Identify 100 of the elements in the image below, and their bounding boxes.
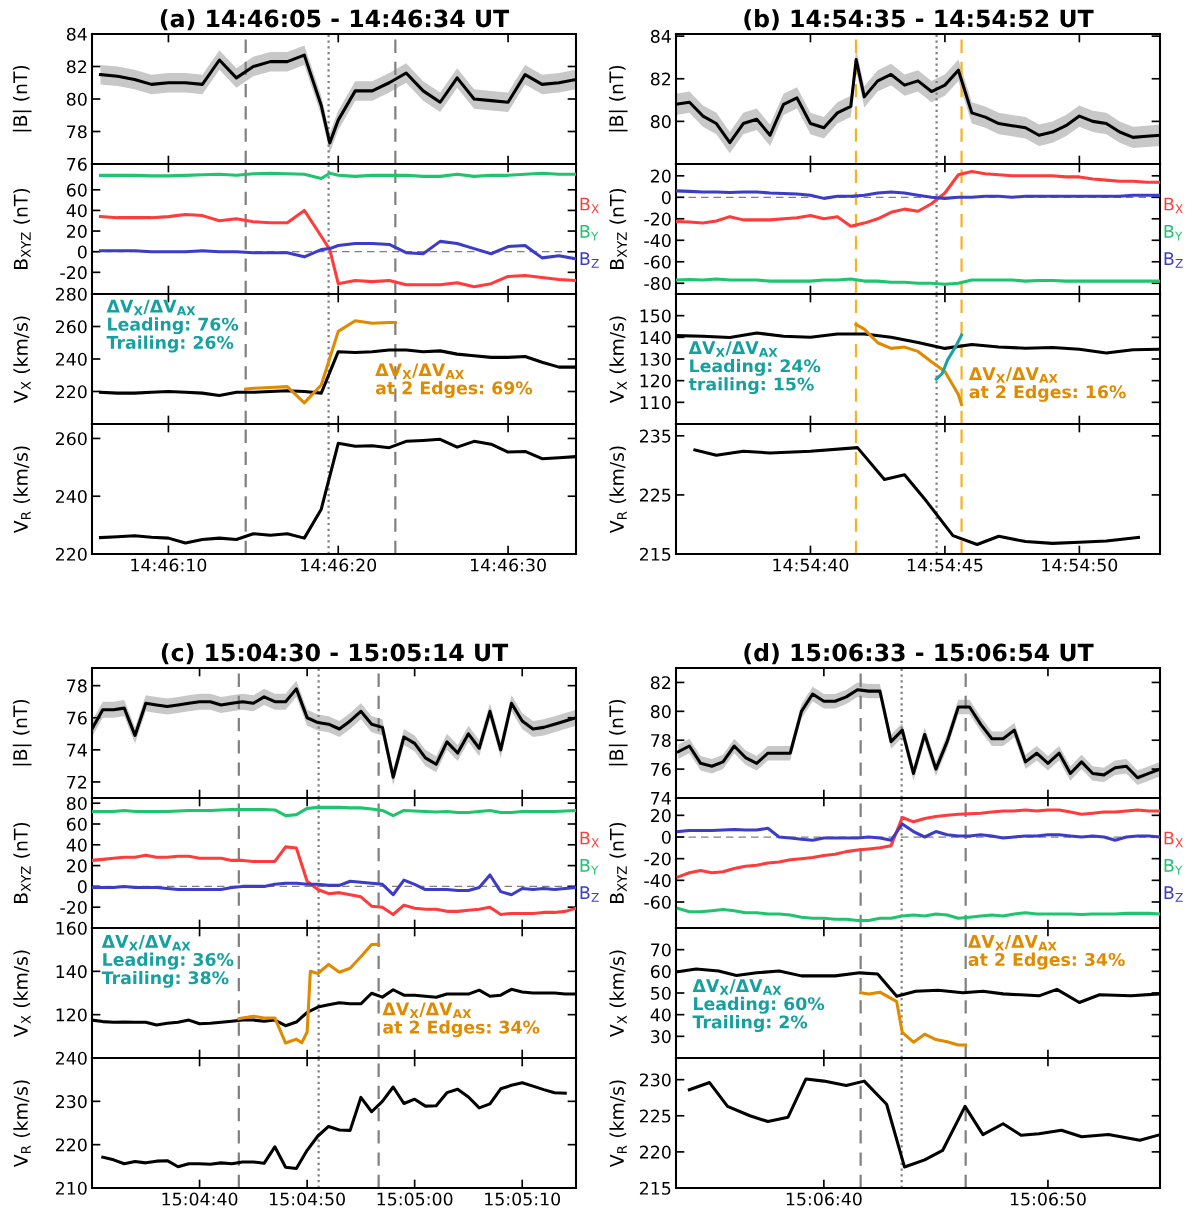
x-tick-label: 14:54:45 [907,558,983,572]
text: B$_{X}$ [580,831,599,848]
y-tick-label: 82 [650,72,671,86]
y-tick-label: -20 [644,212,671,226]
y-tick-label: 240 [55,489,87,504]
y-axis-title: V$_{R}$ (km/s) [609,1080,627,1168]
y-tick-label: 70 [651,943,671,957]
x-tick-label: 14:54:50 [1042,558,1118,572]
y-tick-label: 215 [639,1181,671,1195]
y-tick-label: 0 [661,191,671,205]
y-tick-label: 150 [640,309,671,323]
y-tick-label: 60 [66,183,87,197]
y-tick-label: 220 [55,385,87,399]
y-tick-label: 20 [67,224,87,238]
text: B$_{Y}$ [580,859,599,875]
y-axis-title: V$_{X}$ (km/s) [609,950,627,1038]
annotation: ΔV$_{X}$/ΔV$_{AX}$ at 2 Edges: 69% [375,363,533,398]
line-series [101,1081,567,1171]
y-axis-title: V$_{R}$ (km/s) [609,446,627,534]
line-series [92,873,576,897]
line-series [98,208,576,289]
y-axis-title: V$_{R}$ (km/s) [13,446,31,534]
y-tick-label: 120 [56,1008,87,1022]
y-tick-label: 260 [55,432,87,446]
y-axis-title: |B| (nT) [12,65,32,132]
line-series [676,189,1160,200]
annotation: ΔV$_{X}$/ΔV$_{AX}$ Leading: 60% Trailing: 2% [692,979,825,1033]
text: B$_{Z}$ [1164,886,1183,902]
chart-title: (d) 15:06:33 - 15:06:54 UT [744,643,1094,665]
y-tick-label: -60 [644,255,671,269]
x-tick-label: 15:05:10 [485,1192,561,1206]
y-tick-label: 40 [66,838,87,852]
line-series [854,322,964,407]
y-tick-label: 80 [650,115,671,129]
y-tick-label: 240 [55,1051,87,1065]
x-tick-label: 14:46:20 [301,558,377,572]
x-tick-label: 14:46:10 [131,558,207,572]
y-axis-title: B$_{XYZ}$ (nT) [13,822,31,903]
y-tick-label: 40 [66,204,87,218]
x-tick-label: 15:04:40 [162,1192,238,1206]
y-tick-label: 140 [56,965,87,979]
chart-title: (c) 15:04:30 - 15:05:14 UT [161,643,509,665]
y-tick-label: 0 [661,830,671,844]
y-axis-title: V$_{X}$ (km/s) [13,950,31,1038]
y-tick-label: 76 [67,711,87,725]
x-tick-label: 15:06:40 [786,1192,862,1206]
line-series [676,906,1160,922]
series-label: B$_{X}$ [1164,831,1183,848]
y-tick-label: 225 [639,488,671,502]
y-tick-label: 72 [67,775,87,789]
y-axis-title: |B| (nT) [608,699,628,766]
chart-title: (a) 14:46:05 - 14:46:34 UT [160,9,510,31]
y-tick-label: -20 [60,266,87,280]
y-tick-label: 110 [640,396,671,410]
y-tick-label: 220 [55,1138,87,1152]
y-tick-label: 220 [639,1145,671,1159]
y-tick-label: 260 [55,320,87,334]
line-series [98,239,576,261]
y-tick-label: 78 [67,125,87,139]
y-tick-label: 60 [66,817,87,831]
y-tick-label: 50 [651,986,671,1000]
y-tick-label: 74 [651,791,671,805]
annotation: ΔV$_{X}$/ΔV$_{AX}$ Leading: 36% Trailing: 38% [101,935,234,988]
annotation: ΔV$_{X}$/ΔV$_{AX}$ Leading: 76% Trailing: 26% [106,299,239,353]
line-series [92,805,576,818]
y-tick-label: 0 [77,880,87,894]
y-tick-label: 82 [650,676,671,690]
y-tick-label: 210 [55,1181,87,1195]
line-series [676,808,1160,879]
chart-title: (b) 14:54:35 - 14:54:52 UT [744,9,1094,31]
annotation: ΔV$_{X}$/ΔV$_{AX}$ Leading: 24% trailing: 15% [688,341,821,395]
y-axis-title: |B| (nT) [608,65,628,132]
line-series [676,169,1160,228]
y-axis-title: |B| (nT) [12,699,32,766]
x-tick-label: 14:54:40 [773,558,849,572]
x-tick-label: 15:04:50 [270,1192,345,1206]
y-tick-label: -80 [644,276,671,291]
y-tick-label: 82 [66,60,87,74]
line-series [859,990,968,1047]
y-tick-label: 215 [639,547,671,561]
annotation: ΔV$_{X}$/ΔV$_{AX}$ at 2 Edges: 34% [382,1002,540,1038]
text: B$_{X}$ [580,197,599,214]
y-tick-label: -40 [644,874,671,888]
y-tick-label: 235 [639,429,671,443]
y-tick-label: 80 [66,796,87,811]
y-tick-label: -40 [644,233,671,248]
text: B$_{Y}$ [1164,225,1183,241]
text: B$_{Y}$ [1164,859,1183,875]
series-label: B$_{Z}$ [580,252,599,268]
y-tick-label: 20 [67,859,87,873]
y-tick-label: 74 [67,743,87,757]
annotation: ΔV$_{X}$/ΔV$_{AX}$ at 2 Edges: 16% [968,367,1126,402]
y-tick-label: 20 [651,169,671,183]
line-series [676,822,1160,842]
y-tick-label: 30 [651,1030,671,1044]
y-tick-label: 84 [650,29,671,43]
y-tick-label: 20 [651,809,671,823]
y-tick-label: 220 [55,547,87,561]
y-tick-label: 78 [67,679,87,693]
y-tick-label: 0 [77,245,87,259]
